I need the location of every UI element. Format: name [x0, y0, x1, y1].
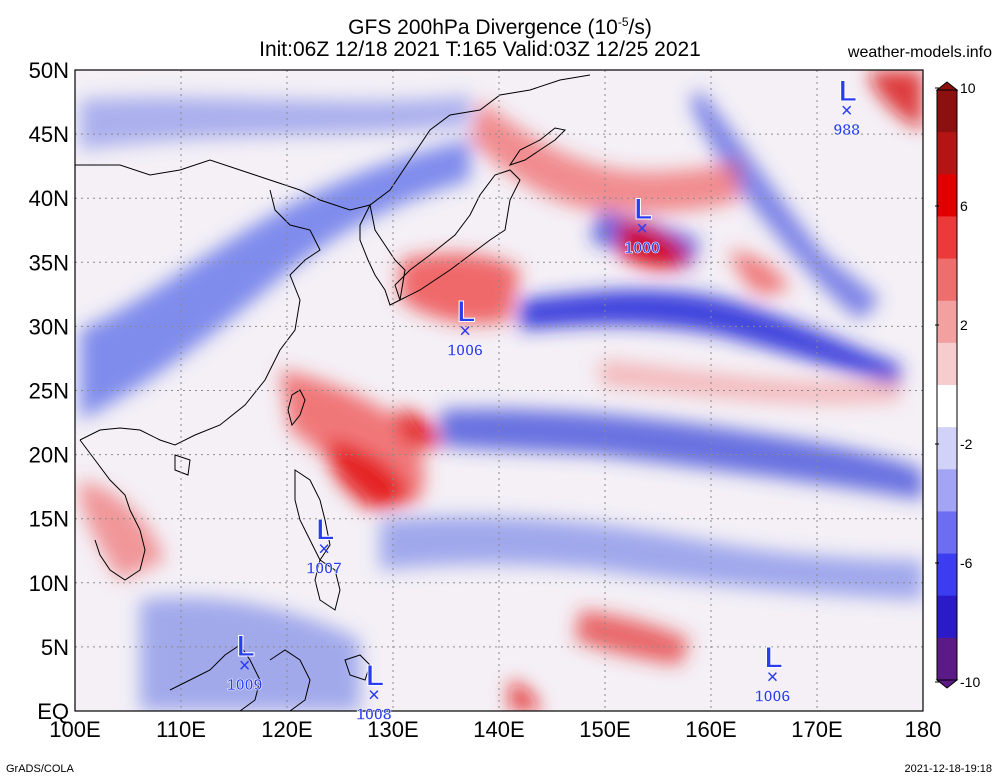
colorbar-label: 6 [960, 198, 968, 214]
colorbar-bottom-arrow [935, 679, 959, 689]
low-pressure-value: 1000 [624, 240, 660, 257]
colorbar-segment [937, 385, 957, 428]
colorbar-segment [937, 595, 957, 639]
low-center-mark: × [459, 321, 471, 343]
lat-label: 50N [29, 58, 69, 83]
colorbar-frame [936, 89, 958, 681]
lon-label: 140E [473, 717, 524, 742]
low-pressure-value: 1006 [755, 689, 791, 706]
site-credit: weather-models.info [847, 44, 992, 61]
footer-right: 2021-12-18-19:18 [904, 763, 992, 775]
low-letter: L [457, 296, 475, 329]
coastlines [75, 74, 591, 711]
low-pressure-value: 1008 [356, 707, 392, 724]
graticule [75, 70, 923, 711]
lon-axis: 100E 110E 120E 130E 140E 150E 160E 170E 180 [49, 717, 941, 742]
colorbar-label: 10 [960, 80, 976, 96]
low-pressure-center: L×1000 [624, 192, 660, 257]
colorbar-segment [937, 132, 957, 175]
lat-label: EQ [37, 699, 69, 724]
lat-label: 15N [29, 507, 69, 532]
low-pressure-center: L×988 [833, 75, 860, 140]
lat-label: 20N [29, 443, 69, 468]
lat-label: 30N [29, 314, 69, 339]
low-pressure-center: L×1006 [447, 295, 483, 360]
low-center-mark: × [636, 218, 648, 240]
low-letter: L [839, 75, 857, 108]
colorbar-segment [937, 342, 957, 386]
low-center-mark: × [239, 655, 251, 677]
lat-label: 45N [29, 122, 69, 147]
low-pressure-center: L×1006 [754, 641, 791, 706]
lon-label: 180 [905, 717, 942, 742]
colorbar [935, 81, 959, 689]
plot-frame [74, 69, 924, 712]
colorbar-segment [937, 469, 957, 512]
colorbar-label: -6 [960, 555, 973, 571]
map-subtitle: Init:06Z 12/18 2021 T:165 Valid:03Z 12/2… [259, 38, 701, 61]
low-pressure-center: L×1009 [227, 630, 263, 695]
footer-left: GrADS/COLA [6, 763, 74, 775]
lat-label: 25N [29, 379, 69, 404]
colorbar-segment [937, 300, 957, 344]
low-pressure-value: 1007 [306, 560, 342, 577]
lat-label: 35N [29, 250, 69, 275]
lat-label: 5N [41, 635, 69, 660]
low-pressure-value: 1009 [227, 677, 263, 694]
low-pressure-center: L×1007 [306, 513, 342, 578]
low-pressure-value: 988 [833, 122, 860, 139]
low-pressure-value: 1006 [447, 343, 483, 360]
low-center-mark: × [841, 100, 853, 122]
colorbar-label: -2 [960, 436, 973, 452]
colorbar-segment [937, 216, 957, 260]
colorbar-top-arrow [935, 81, 959, 91]
low-letter: L [237, 630, 255, 663]
low-pressure-center: L×1008 [356, 659, 392, 724]
lon-label: 110E [156, 717, 206, 742]
colorbar-labels: 10 6 2 -2 -6 -10 [935, 80, 980, 690]
lon-label: 170E [791, 717, 842, 742]
lat-axis: 50N 45N 40N 35N 30N 25N 20N 15N 10N 5N EQ [29, 58, 69, 724]
colorbar-segment [937, 511, 957, 555]
low-center-mark: × [318, 538, 330, 560]
low-center-mark: × [767, 667, 779, 689]
colorbar-segment [937, 258, 957, 302]
colorbar-segment [937, 90, 957, 133]
colorbar-segment [937, 637, 957, 681]
colorbar-segment [937, 174, 957, 217]
low-letter: L [366, 660, 384, 693]
low-letter: L [634, 193, 652, 226]
low-letter: L [316, 513, 334, 546]
colorbar-label: 2 [960, 317, 968, 333]
lat-label: 40N [29, 186, 69, 211]
colorbar-segment [937, 553, 957, 597]
low-letter: L [764, 642, 782, 675]
low-center-mark: × [368, 685, 380, 707]
colorbar-label: -10 [960, 674, 980, 690]
lon-label: 120E [261, 717, 312, 742]
lon-label: 100E [49, 717, 100, 742]
lon-label: 160E [685, 717, 736, 742]
lon-label: 150E [579, 717, 630, 742]
map-title: GFS 200hPa Divergence (10-5/s) [348, 15, 652, 39]
colorbar-segment [937, 427, 957, 470]
lat-label: 10N [29, 571, 69, 596]
lon-label: 130E [367, 717, 418, 742]
